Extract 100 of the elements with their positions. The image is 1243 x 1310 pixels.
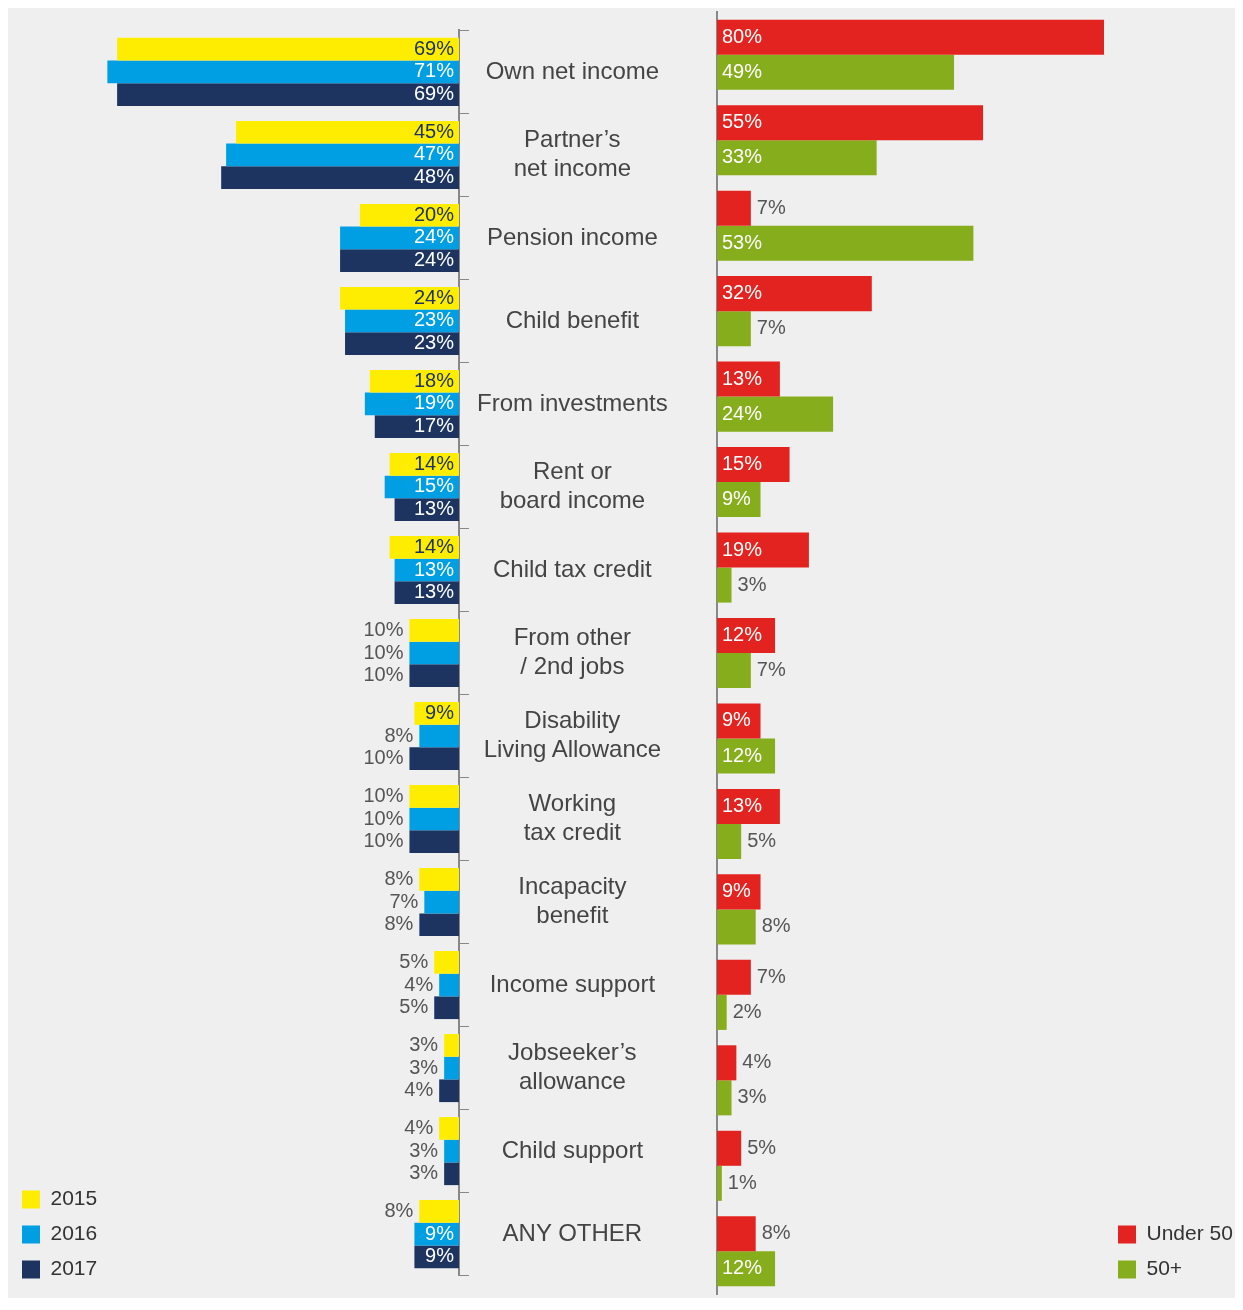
data-label: 33% — [722, 145, 763, 168]
data-label: 10% — [363, 640, 404, 663]
y-tick-label: Partner’s net income — [513, 125, 632, 181]
bar — [444, 1034, 459, 1057]
data-label: 18% — [413, 368, 455, 391]
bar — [717, 225, 974, 261]
bar — [409, 784, 459, 808]
bar — [717, 567, 732, 603]
data-label: 3% — [737, 572, 767, 595]
bar — [419, 868, 459, 891]
bar — [444, 1056, 459, 1080]
data-label: 10% — [363, 783, 404, 806]
bar — [345, 332, 459, 355]
data-label: 13% — [413, 580, 455, 603]
bar — [419, 724, 459, 748]
data-label: 13% — [413, 497, 455, 520]
bar — [717, 1045, 737, 1081]
bar — [409, 807, 459, 831]
bar — [717, 54, 955, 90]
legend-label: 2015 — [50, 1186, 98, 1210]
data-label: 69% — [413, 82, 455, 105]
y-tick-label: Pension income — [486, 222, 658, 250]
bar — [444, 1162, 459, 1186]
data-label: 7% — [756, 658, 786, 681]
y-tick-label: From other / 2nd jobs — [513, 623, 632, 680]
bar — [717, 19, 1104, 55]
bar — [340, 286, 459, 310]
data-label: 24% — [413, 285, 455, 308]
data-label: 9% — [722, 487, 752, 510]
y-tick-label: Working tax credit — [523, 789, 622, 846]
bar — [717, 140, 877, 176]
data-label: 8% — [384, 866, 414, 889]
data-label: 15% — [722, 452, 763, 475]
y-tick-label: From investments — [477, 388, 668, 416]
data-label: 7% — [756, 964, 786, 987]
data-label: 71% — [413, 59, 455, 82]
data-label: 3% — [409, 1055, 439, 1078]
y-tick-label: ANY OTHER — [502, 1218, 643, 1246]
bar — [444, 1139, 459, 1163]
bar — [221, 166, 459, 189]
bar — [717, 276, 872, 312]
data-label: 5% — [747, 1135, 777, 1158]
bar — [717, 396, 834, 432]
data-label: 14% — [413, 451, 455, 474]
bar — [717, 959, 751, 995]
y-tick-label: Jobseeker’s allowance — [508, 1038, 637, 1095]
data-label: 13% — [722, 793, 763, 816]
data-label: 14% — [413, 534, 455, 557]
bar — [419, 1200, 459, 1223]
bar — [717, 1130, 742, 1166]
bar — [236, 120, 459, 144]
data-label: 15% — [413, 474, 455, 497]
bar — [117, 37, 459, 61]
data-label: 32% — [722, 281, 763, 304]
data-label: 69% — [413, 36, 455, 59]
bar — [424, 890, 459, 914]
y-tick-label: Child benefit — [505, 305, 640, 333]
bar — [409, 618, 459, 642]
data-label: 3% — [737, 1085, 767, 1108]
y-tick-label: Own net income — [485, 56, 660, 84]
bar — [717, 190, 751, 226]
data-label: 7% — [756, 195, 786, 218]
bar — [409, 830, 459, 854]
y-tick-label: Income support — [489, 969, 656, 997]
y-tick-label: Rent or board income — [499, 457, 646, 513]
data-label: 7% — [389, 889, 419, 912]
data-label: 4% — [404, 1115, 434, 1138]
bar — [717, 994, 727, 1030]
data-label: 13% — [413, 557, 455, 580]
data-label: 10% — [363, 663, 404, 686]
data-label: 49% — [722, 59, 763, 82]
bar — [717, 653, 751, 689]
data-label: 17% — [413, 414, 455, 437]
data-label: 4% — [404, 1078, 434, 1101]
data-label: 20% — [413, 202, 455, 225]
legend-label: Under 50 — [1146, 1221, 1233, 1245]
y-tick-label: Incapacity benefit — [518, 872, 627, 929]
data-label: 19% — [413, 391, 455, 414]
legend-label: 2016 — [50, 1221, 98, 1245]
data-label: 9% — [722, 879, 752, 902]
data-label: 55% — [722, 110, 763, 133]
data-label: 24% — [722, 401, 763, 424]
data-label: 3% — [409, 1161, 439, 1184]
bar — [434, 951, 459, 974]
legend-label: 50+ — [1146, 1256, 1183, 1280]
bar — [434, 996, 459, 1020]
data-label: 3% — [409, 1138, 439, 1161]
data-label: 9% — [425, 700, 455, 723]
bar — [439, 1117, 459, 1140]
bar — [717, 532, 809, 568]
data-label: 8% — [761, 1221, 791, 1244]
data-label: 53% — [722, 230, 763, 253]
data-label: 9% — [425, 1221, 455, 1244]
data-label: 47% — [413, 142, 455, 165]
bar — [439, 973, 459, 997]
bar — [717, 105, 984, 141]
y-tick-label: Child support — [501, 1135, 644, 1163]
y-tick-label: Child tax credit — [492, 554, 653, 582]
data-label: 4% — [404, 972, 434, 995]
data-label: 12% — [722, 743, 763, 766]
